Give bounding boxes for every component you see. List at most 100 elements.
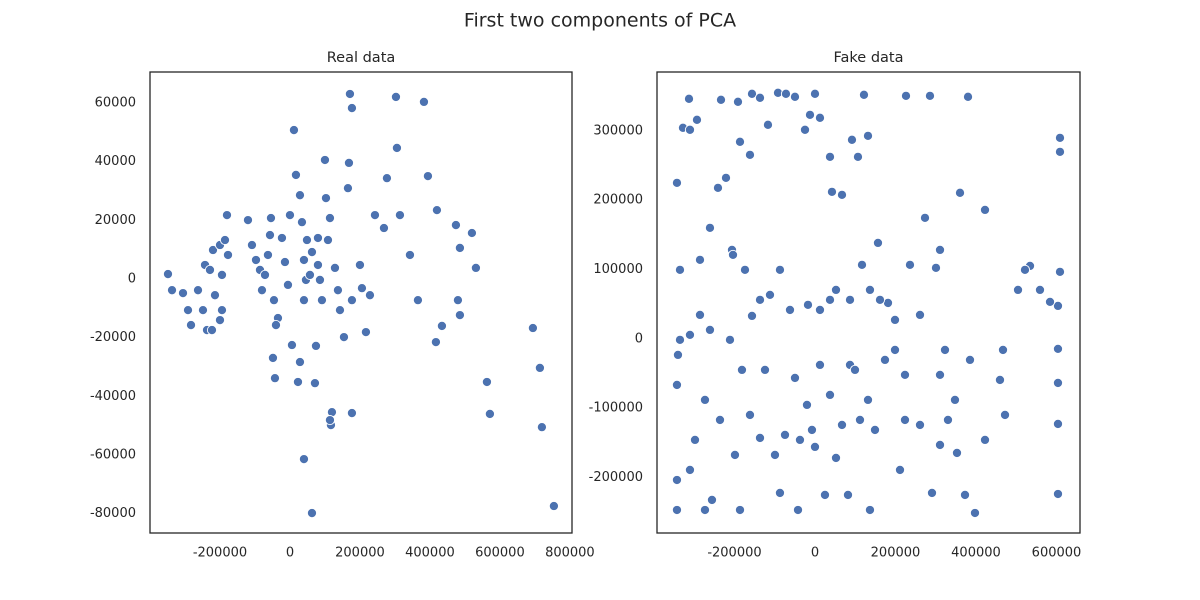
point <box>994 374 1006 385</box>
point <box>671 504 683 516</box>
point <box>949 394 961 405</box>
point <box>256 285 268 296</box>
axes-frame <box>656 71 1081 534</box>
point <box>691 114 703 125</box>
point <box>951 447 963 458</box>
point <box>177 288 189 299</box>
point <box>683 93 695 104</box>
point <box>959 489 971 500</box>
point <box>671 177 683 188</box>
point <box>864 504 876 516</box>
point <box>418 96 430 107</box>
point <box>814 112 826 123</box>
y-tick-label: 40000 <box>95 154 136 169</box>
point <box>720 172 732 183</box>
point <box>454 310 465 321</box>
point <box>754 432 766 444</box>
point <box>862 394 874 405</box>
point <box>699 504 711 516</box>
x-tick-label: 600000 <box>475 546 525 561</box>
point <box>1052 300 1064 311</box>
point <box>684 329 696 340</box>
point <box>316 295 327 306</box>
point <box>381 173 392 184</box>
point <box>290 169 302 180</box>
y-tick-label: 60000 <box>95 96 136 111</box>
point <box>694 309 706 320</box>
point <box>250 254 262 266</box>
point <box>346 295 357 306</box>
point <box>222 249 234 261</box>
point <box>324 212 336 224</box>
point <box>356 283 367 294</box>
points <box>162 88 559 519</box>
point <box>306 247 318 258</box>
point <box>671 379 683 390</box>
point <box>930 262 942 273</box>
point <box>801 399 813 410</box>
point <box>314 274 326 285</box>
point <box>824 151 836 162</box>
point <box>899 414 911 425</box>
point <box>265 212 277 224</box>
point <box>404 249 416 261</box>
point <box>1052 488 1064 500</box>
point <box>704 324 716 335</box>
point <box>962 91 974 102</box>
point <box>836 189 848 200</box>
point <box>802 299 814 310</box>
point <box>298 254 310 266</box>
point <box>939 344 951 355</box>
point <box>214 315 226 326</box>
point <box>919 212 931 223</box>
y-tick-label: -20000 <box>90 330 136 345</box>
point <box>378 222 390 234</box>
point <box>714 414 726 425</box>
point <box>869 424 881 435</box>
point <box>864 284 876 295</box>
point <box>484 408 495 419</box>
point <box>422 171 433 182</box>
point <box>779 429 791 440</box>
point <box>914 309 926 320</box>
point <box>1012 284 1024 295</box>
point <box>454 242 465 254</box>
point <box>764 289 776 300</box>
point <box>301 234 313 246</box>
point <box>527 322 538 334</box>
axes-frame <box>149 71 573 534</box>
point <box>900 90 912 101</box>
point <box>185 320 197 331</box>
point <box>166 285 178 296</box>
point <box>430 337 441 348</box>
point <box>806 424 818 435</box>
point <box>1019 264 1031 275</box>
y-tick-label: 200000 <box>593 193 643 208</box>
point <box>452 295 463 306</box>
point <box>934 369 946 380</box>
point <box>262 249 274 261</box>
point <box>759 364 771 375</box>
point <box>862 130 874 141</box>
point <box>282 279 294 290</box>
point <box>346 103 357 114</box>
point <box>324 415 336 426</box>
point <box>286 339 298 351</box>
point <box>270 320 282 331</box>
point <box>267 352 279 363</box>
point <box>412 295 423 306</box>
point <box>162 269 174 280</box>
point <box>298 295 310 306</box>
point <box>534 362 545 373</box>
point <box>842 489 854 500</box>
point <box>672 349 684 360</box>
point <box>830 452 842 463</box>
point <box>854 414 866 425</box>
x-tick-label: -200000 <box>193 546 247 561</box>
x-tick-label: 400000 <box>951 546 1001 561</box>
y-tick-label: 0 <box>635 331 643 346</box>
point <box>706 494 718 505</box>
point <box>746 310 758 321</box>
point <box>1044 296 1056 307</box>
